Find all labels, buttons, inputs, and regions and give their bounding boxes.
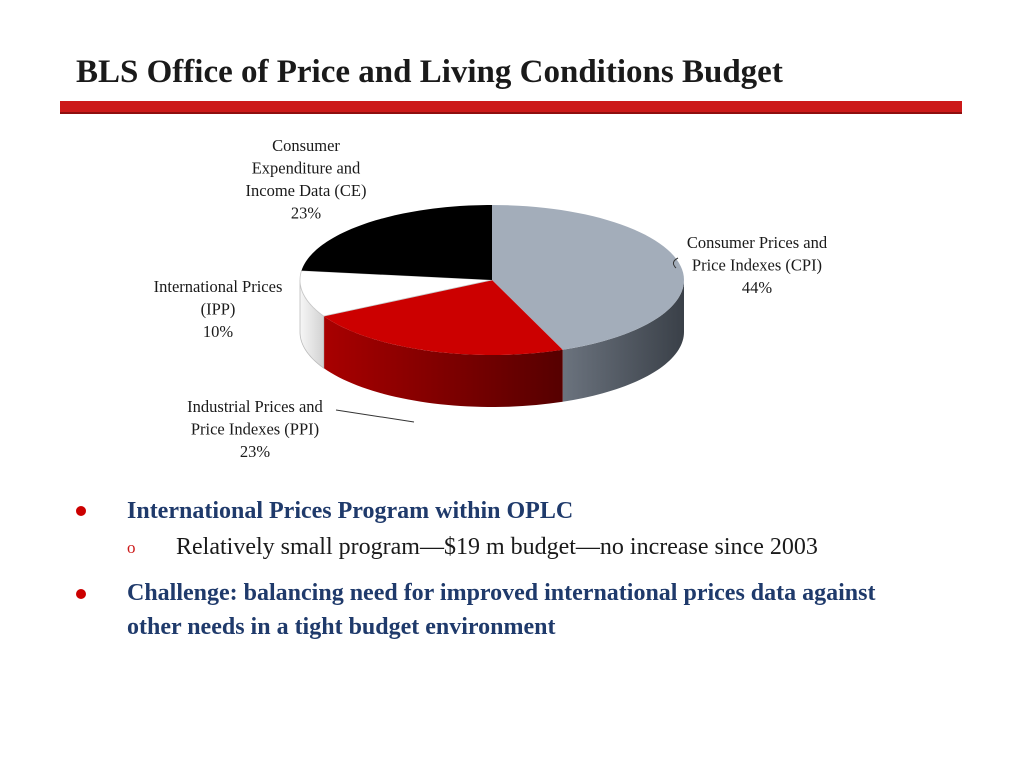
pie-slice-side bbox=[562, 280, 684, 402]
pie-slice bbox=[323, 280, 563, 355]
bullet-item: Challenge: balancing need for improved i… bbox=[127, 580, 876, 640]
slice-label: Industrial Prices and Price Indexes (PPI)… bbox=[187, 397, 323, 461]
bullet-marker bbox=[76, 589, 86, 599]
title-rule bbox=[60, 101, 962, 114]
pie-slice bbox=[492, 205, 684, 350]
slice-label: Consumer Expenditure and Income Data (CE) 2… bbox=[246, 136, 367, 223]
sub-bullet-item: Relatively small program—$19 m budget—no… bbox=[176, 534, 818, 560]
slide-title: BLS Office of Price and Living Condition… bbox=[76, 54, 783, 90]
slice-label: Consumer Prices and Price Indexes (CPI) 44… bbox=[687, 233, 828, 297]
leader-line bbox=[335, 409, 415, 423]
bullet-marker bbox=[76, 506, 86, 516]
slice-label: International Prices (IPP) 10% bbox=[154, 277, 283, 341]
sub-bullet-marker: o bbox=[127, 538, 136, 557]
pie-chart: Consumer Prices and Price Indexes (CPI) 44… bbox=[154, 136, 828, 461]
bullet-item: International Prices Program within OPLC bbox=[127, 498, 574, 524]
pie-slice bbox=[299, 270, 493, 317]
pie-slice-side bbox=[323, 316, 563, 407]
pie-slice bbox=[301, 205, 492, 280]
leader-line bbox=[672, 257, 679, 269]
